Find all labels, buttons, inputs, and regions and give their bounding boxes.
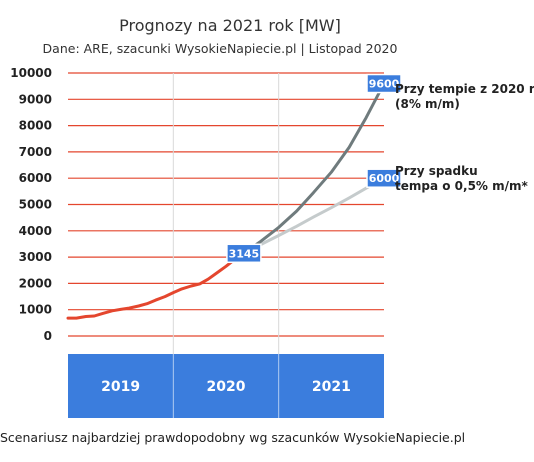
y-tick-label: 9000 <box>19 92 52 106</box>
value-badge-label: 6000 <box>369 172 400 185</box>
series-line-low <box>242 176 386 255</box>
y-tick-label: 3000 <box>19 250 52 264</box>
value-badge-label: 9600 <box>369 78 400 91</box>
x-period-label: 2020 <box>207 379 246 395</box>
scenario-annotation-line: Przy spadku <box>395 164 478 178</box>
series-line-actual <box>66 251 246 320</box>
scenario-annotation: Przy tempie z 2020 roku(8% m/m) <box>395 82 534 111</box>
y-tick-label: 2000 <box>19 276 52 290</box>
badge-layer: 3145 9600 6000 <box>226 73 402 264</box>
y-tick-label: 4000 <box>19 224 52 238</box>
y-tick-label: 6000 <box>19 171 52 185</box>
value-badge <box>366 168 402 188</box>
chart-subtitle: Dane: ARE, szacunki WysokieNapiecie.pl |… <box>43 41 398 56</box>
footnote: Scenariusz najbardziej prawdopodobny wg … <box>0 430 465 445</box>
series-layer <box>66 82 386 320</box>
x-period-label: 2021 <box>312 379 351 395</box>
scenario-annotation-line: (8% m/m) <box>395 97 460 111</box>
y-tick-label: 8000 <box>19 119 52 133</box>
scenario-annotation-line: Przy tempie z 2020 roku <box>395 82 534 96</box>
value-badge <box>366 73 402 94</box>
value-badge-label: 3145 <box>229 247 260 260</box>
year-band-background <box>68 354 384 418</box>
scenario-annotation-line: tempa o 0,5% m/m* <box>395 179 529 193</box>
scenario-annotation: Przy spadku tempa o 0,5% m/m* <box>395 164 529 193</box>
y-tick-label: 5000 <box>19 198 52 212</box>
chart-title: Prognozy na 2021 rok [MW] <box>119 16 341 35</box>
y-tick-label: 1000 <box>19 303 52 317</box>
y-tick-label: 0 <box>44 329 52 343</box>
x-period-label: 2019 <box>101 379 140 395</box>
value-badge <box>226 243 262 264</box>
year-band: 2019 2020 2021 <box>68 354 384 418</box>
annotation-layer: Przy tempie z 2020 roku(8% m/m) Przy spad… <box>395 82 534 193</box>
y-tick-label: 7000 <box>19 145 52 159</box>
y-tick-label: 10000 <box>10 66 52 80</box>
series-line-high <box>242 82 386 255</box>
